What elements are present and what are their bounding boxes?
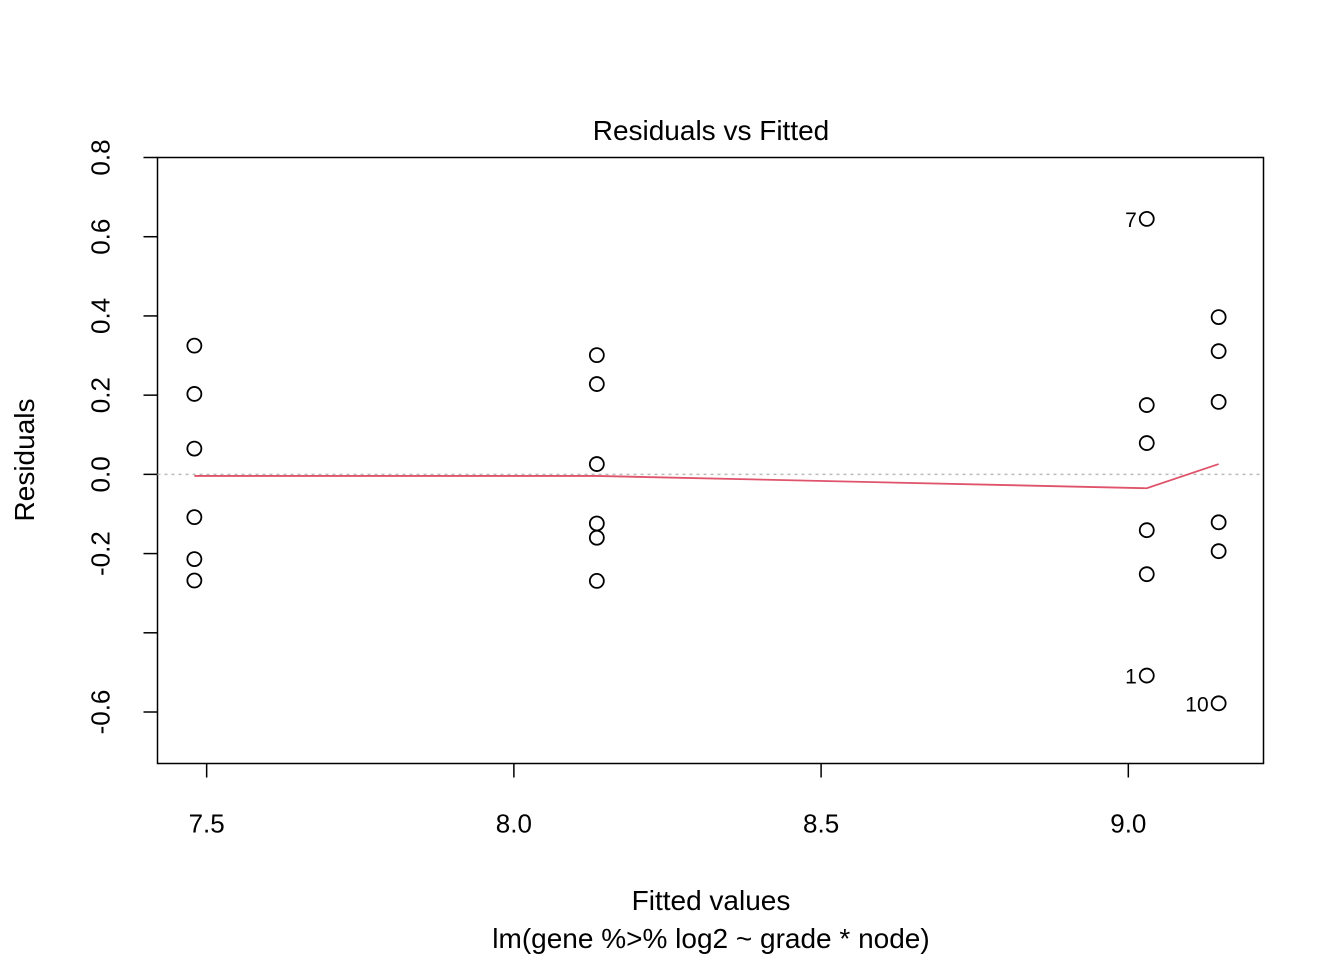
x-tick-label: 8.0 (496, 809, 532, 839)
data-point (1210, 393, 1227, 410)
plot-frame (156, 156, 1265, 765)
data-point (1210, 543, 1227, 560)
data-point (186, 440, 203, 457)
data-point (588, 376, 605, 392)
data-point (588, 573, 605, 589)
data-point (186, 509, 203, 526)
points-layer: 7 1 10 (186, 209, 1227, 716)
smooth-trend-line (194, 463, 1219, 490)
y-tick-label: -0.2 (86, 531, 116, 576)
data-point (186, 572, 203, 589)
data-point (588, 515, 605, 532)
data-point (1138, 435, 1155, 451)
data-point (1138, 566, 1155, 583)
data-point (588, 347, 605, 364)
x-axis: 7.5 8.0 8.5 9.0 (189, 763, 1146, 839)
x-tick-label: 9.0 (1110, 809, 1146, 839)
x-tick-label: 8.5 (803, 809, 839, 839)
data-point (186, 386, 203, 402)
data-point (186, 337, 203, 354)
y-tick-label: 0.2 (86, 377, 116, 413)
data-point (588, 529, 605, 546)
data-point (1210, 343, 1227, 360)
chart-title: Residuals vs Fitted (593, 115, 830, 146)
y-axis: -0.6 -0.2 0.0 0.2 0.4 0.6 0.8 (86, 139, 158, 734)
y-tick-label: 0.4 (86, 298, 116, 334)
y-axis-label: Residuals (9, 399, 40, 522)
data-point (1210, 514, 1227, 531)
y-tick-label: -0.6 (86, 690, 116, 735)
data-point (1138, 210, 1155, 227)
data-point (588, 456, 605, 472)
y-tick-label: 0.8 (86, 139, 116, 175)
data-point (1138, 522, 1155, 539)
point-label: 1 (1125, 666, 1137, 689)
data-point (1210, 309, 1227, 326)
data-point (1210, 695, 1227, 712)
chart-subtitle: lm(gene %>% log2 ~ grade * node) (492, 923, 929, 954)
y-tick-label: 0.6 (86, 219, 116, 255)
data-point (1138, 667, 1155, 684)
data-point (186, 551, 203, 568)
x-tick-label: 7.5 (189, 809, 225, 839)
point-label: 10 (1185, 693, 1208, 716)
x-axis-label: Fitted values (632, 885, 791, 916)
y-tick-label: 0.0 (86, 456, 116, 492)
point-label: 7 (1125, 209, 1137, 232)
data-point (1138, 397, 1155, 413)
